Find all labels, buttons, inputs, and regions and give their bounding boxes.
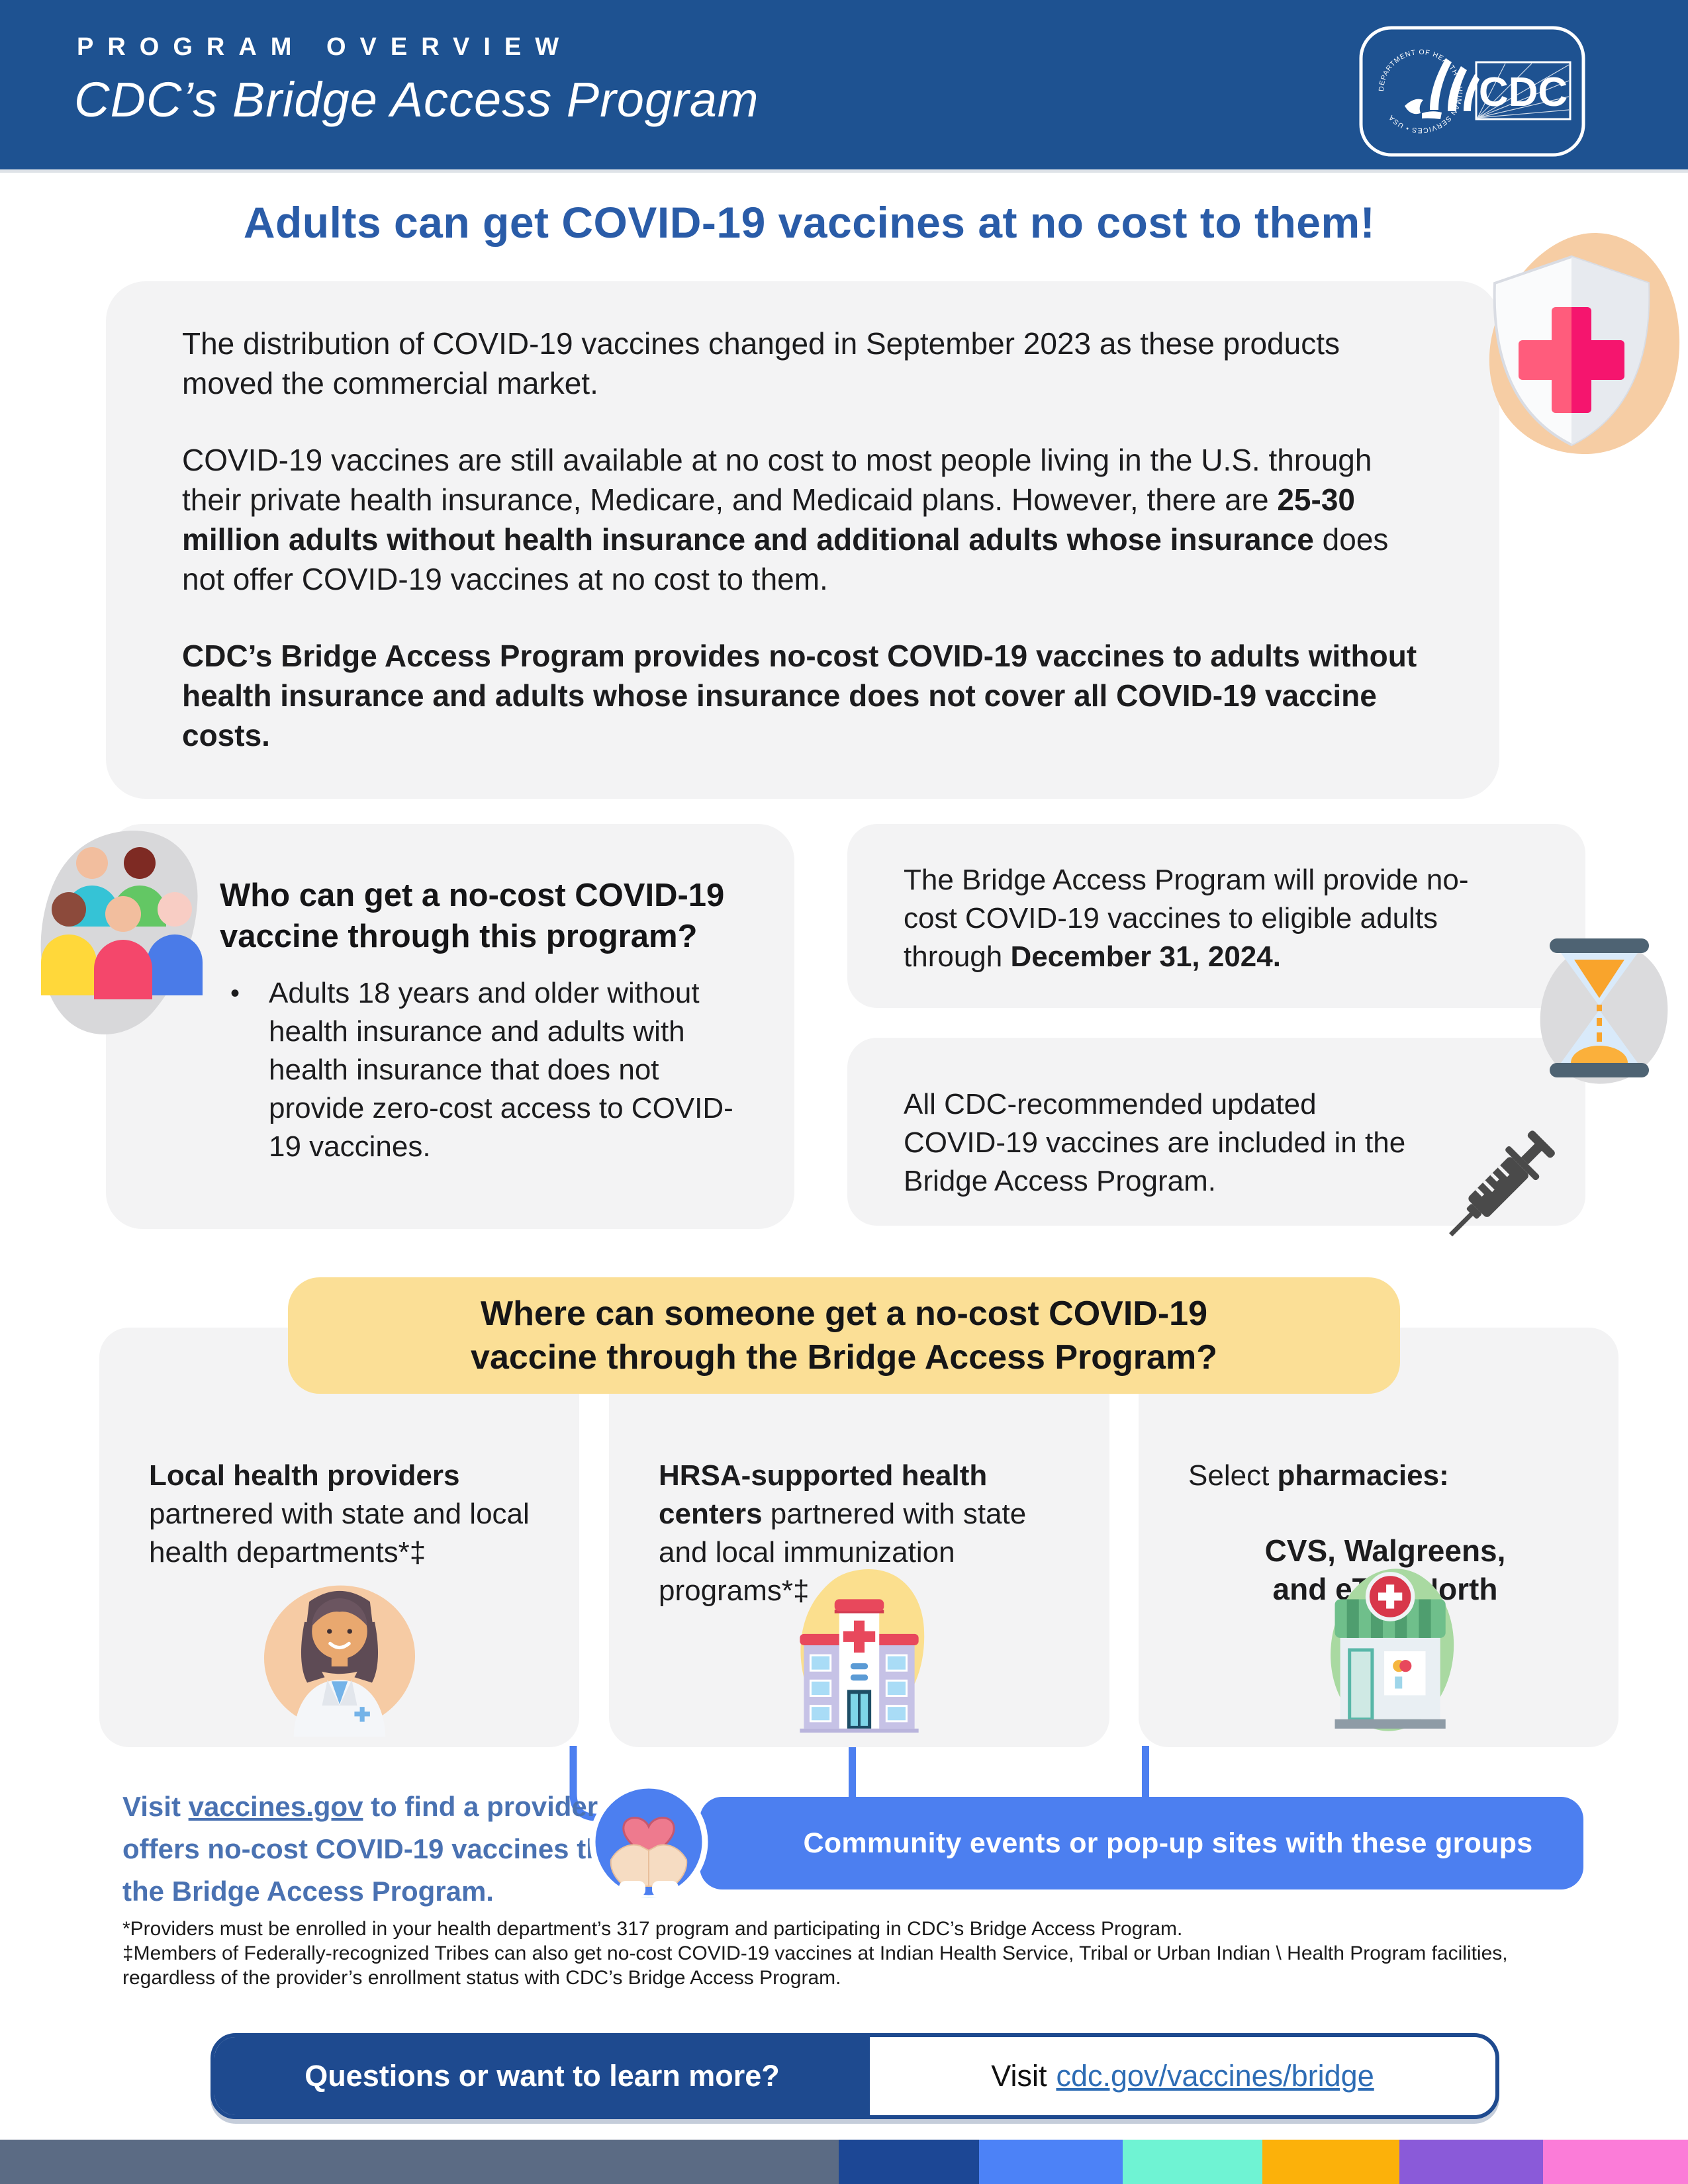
- people-group-icon: [40, 831, 203, 1034]
- cdc-letter-box: [1475, 61, 1571, 120]
- stripe-segment: [0, 2140, 839, 2184]
- cta-bar: Questions or want to learn more? Visit c…: [211, 2033, 1499, 2119]
- stripe-segment: [1262, 2140, 1399, 2184]
- health-center-building-icon: [800, 1569, 925, 1733]
- footnote-line: ‡Members of Federally-recognized Tribes …: [122, 1942, 1508, 1964]
- who-bullet-item: Adults 18 years and older without health…: [225, 974, 761, 1166]
- main-title: Adults can get COVID-19 vaccines at no c…: [243, 198, 1376, 247]
- cta-visit-area: Visit cdc.gov/vaccines/bridge: [870, 2037, 1495, 2115]
- intro-paragraph-1: The distribution of COVID-19 vaccines ch…: [182, 326, 1340, 400]
- stripe-segment: [1399, 2140, 1543, 2184]
- cdc-hhs-logo-icon: DEPARTMENT OF HEALTH & HUMAN SERVICES • …: [1359, 26, 1585, 157]
- syringe-icon: [1449, 1130, 1555, 1237]
- footer-color-stripe: [0, 2140, 1688, 2184]
- cdc-logo-text: CDC: [1479, 69, 1568, 115]
- connector-line-pharmacies: [1142, 1746, 1149, 1799]
- option-card-health-centers: HRSA-supported health centers partnered …: [609, 1328, 1109, 1747]
- hands-holding-heart-icon: [589, 1782, 708, 1901]
- connector-line-health-centers: [849, 1746, 856, 1799]
- pharmacy-store-icon: [1330, 1569, 1454, 1731]
- timeline-card: The Bridge Access Program will provide n…: [847, 824, 1585, 1008]
- who-heading: Who can get a no-cost COVID-19 vaccine t…: [220, 878, 725, 954]
- stripe-segment: [978, 2140, 1123, 2184]
- stripe-segment: [1122, 2140, 1263, 2184]
- header-kicker: PROGRAM OVERVIEW: [77, 33, 573, 61]
- timeline-text: The Bridge Access Program will provide n…: [904, 864, 1469, 973]
- community-events-banner: Community events or pop-up sites with th…: [700, 1797, 1583, 1889]
- who-bullet-list: Adults 18 years and older without health…: [225, 974, 761, 1166]
- intro-paragraph-3: CDC’s Bridge Access Program provides no-…: [182, 639, 1417, 752]
- stripe-segment: [839, 2140, 979, 2184]
- intro-paragraph-2: COVID-19 vaccines are still available at…: [182, 443, 1389, 596]
- cdc-bridge-link[interactable]: cdc.gov/vaccines/bridge: [1056, 2059, 1374, 2093]
- hourglass-icon: [1540, 938, 1668, 1084]
- community-events-text: Community events or pop-up sites with th…: [803, 1827, 1533, 1859]
- doctor-icon: [263, 1585, 415, 1737]
- option-card-local-providers: Local health providers partnered with st…: [99, 1328, 579, 1747]
- medical-shield-icon: [1489, 233, 1680, 455]
- footnotes: *Providers must be enrolled in your heal…: [122, 1917, 1658, 1990]
- intro-box: The distribution of COVID-19 vaccines ch…: [106, 281, 1499, 799]
- hhs-eagle-icon: [1405, 58, 1479, 119]
- vaccines-gov-finder-text[interactable]: Visit vaccines.gov to find a provider th…: [122, 1791, 682, 1907]
- included-vaccines-card: All CDC-recommended updated COVID-19 vac…: [847, 1038, 1585, 1226]
- cta-question-label: Questions or want to learn more?: [214, 2037, 870, 2115]
- included-vaccines-text: All CDC-recommended updated COVID-19 vac…: [904, 1088, 1406, 1197]
- footnote-line: *Providers must be enrolled in your heal…: [122, 1918, 1183, 1940]
- where-heading-text: Where can someone get a no-cost COVID-19…: [471, 1295, 1217, 1377]
- stripe-segment: [1542, 2140, 1688, 2184]
- option-local-providers-text: Local health providers partnered with st…: [149, 1459, 530, 1569]
- header-bar: PROGRAM OVERVIEW CDC’s Bridge Access Pro…: [0, 0, 1688, 173]
- where-heading-banner: Where can someone get a no-cost COVID-19…: [288, 1277, 1400, 1394]
- option-card-pharmacies: Select pharmacies: CVS, Walgreens, and e…: [1139, 1328, 1618, 1747]
- select-pharmacies-label: Select pharmacies:: [1188, 1459, 1449, 1492]
- cta-visit-prefix: Visit: [991, 2059, 1047, 2093]
- footnote-line: regardless of the provider’s enrollment …: [122, 1967, 841, 1989]
- option-health-centers-text: HRSA-supported health centers partnered …: [659, 1459, 1027, 1607]
- page-title: CDC’s Bridge Access Program: [74, 72, 759, 127]
